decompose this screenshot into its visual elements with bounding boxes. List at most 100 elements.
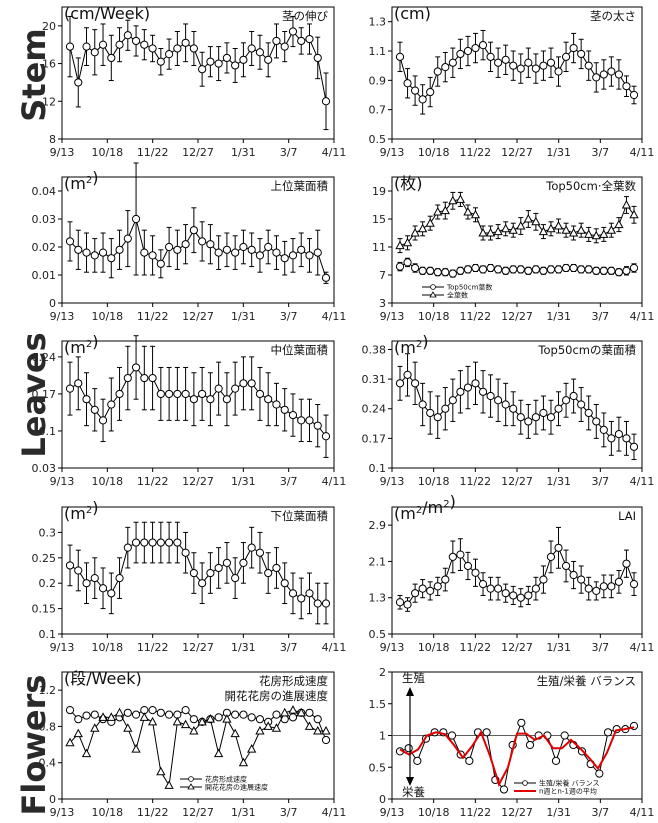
chart-leaf_count-ytick-label: 7 <box>379 269 386 282</box>
chart-upper_leaf_area-series-0-line <box>69 217 327 278</box>
chart-top50_leaf_area-series-0-point <box>516 413 525 422</box>
chart-lower_leaf_area-series-0-point <box>140 538 149 547</box>
chart-leaf_count-series-0-point <box>531 265 540 274</box>
chart-leaf_count-series-1-point <box>629 209 639 219</box>
chart-middle_leaf_area-series-0-point <box>231 384 240 393</box>
chart-middle_leaf_area-series-0-point <box>198 389 207 399</box>
chart-lower_leaf_area-series-0-point <box>123 543 132 552</box>
chart-flower_rate-series-0-point <box>82 711 91 720</box>
chart-lai-series-0-point <box>456 550 465 559</box>
chart-upper_leaf_area-xtick-label: 1/31 <box>231 310 256 323</box>
chart-leaf_count-frame <box>391 176 643 304</box>
chart-lai-series-0-point <box>441 575 450 584</box>
chart-flower_rate-series-1-point <box>222 714 232 723</box>
chart-leaf_count-series-1-point <box>440 205 450 215</box>
chart-lower_leaf_area-series-0-point <box>173 538 182 547</box>
chart-leaf_count-series-0-point <box>494 265 503 274</box>
chart-flower_rate-series-0-point <box>164 710 174 719</box>
chart-top50_leaf_area-series-0-point <box>494 396 503 405</box>
chart-lower_leaf_area-series-0-point <box>280 579 289 588</box>
chart-upper_leaf_area-series-0-point <box>264 242 273 252</box>
chart-balance-ytick-label: 0 <box>379 793 386 806</box>
chart-lai-series-0-point <box>592 586 601 596</box>
chart-flower_rate-series-1-point <box>238 757 249 767</box>
chart-upper_leaf_area-ytick-label: 0.04 <box>32 185 57 198</box>
chart-upper_leaf_area-xtick-label: 3/7 <box>280 310 298 323</box>
chart-top50_leaf_area-ytick-label: 0.17 <box>362 432 387 445</box>
chart-leaf_count-series-1-point <box>606 225 616 234</box>
chart-lai-unit: (m2/m2) <box>394 492 456 523</box>
chart-top50_leaf_area-series-0-line <box>399 374 635 448</box>
chart-stem_growth-series-0-point <box>115 40 124 49</box>
chart-middle_leaf_area-series-0-point <box>313 421 322 430</box>
chart-flower_rate-series-1-point <box>131 744 141 753</box>
chart-stem_growth-title: 茎の伸び <box>282 9 328 23</box>
chart-middle_leaf_area-series-0-point <box>115 389 124 399</box>
chart-lai-series-0-point <box>486 584 495 593</box>
chart-lai-ytick-label: 0.5 <box>369 628 387 641</box>
chart-lai-series-0-point <box>478 580 488 589</box>
chart-balance-xtick-label: 11/22 <box>459 806 491 819</box>
chart-stem_growth-series-0-point <box>255 48 265 57</box>
chart-upper_leaf_area-series-0-point <box>131 214 141 224</box>
chart-middle_leaf_area-title: 中位葉面積 <box>271 343 329 357</box>
chart-balance-series-0-point <box>525 740 535 750</box>
chart-middle_leaf_area-series-0-point <box>214 384 223 393</box>
chart-flower_rate-series-1-point <box>65 737 75 747</box>
chart-top50_leaf_area-series-0-point <box>584 408 593 418</box>
chart-flower_rate-series-1-point <box>147 716 158 726</box>
chart-lower_leaf_area-xtick-label: 10/18 <box>91 641 123 654</box>
chart-stem_growth-series-0-point <box>107 53 116 63</box>
chart-top50_leaf_area-series-0-point <box>561 396 571 405</box>
chart-stem_diameter-series-0-point <box>395 52 405 61</box>
chart-balance-series-0-point <box>560 731 569 740</box>
chart-leaf_count-xtick-label: 1/31 <box>546 310 571 323</box>
chart-lai-frame <box>391 506 643 635</box>
chart-stem_growth-series-0-point <box>156 57 165 66</box>
chart-flower_rate-series-1-point <box>123 723 133 732</box>
chart-lai-xtick-label: 12/27 <box>501 641 533 654</box>
chart-leaf_count-series-0-point <box>441 268 450 277</box>
chart-lai-series-0-point <box>403 600 412 609</box>
chart-top50_leaf_area-series-0-point <box>629 442 639 451</box>
chart-stem_growth-series-0-point <box>148 44 157 53</box>
chart-stem_diameter-series-0-point <box>622 82 631 91</box>
chart-lai-series-0-point <box>471 568 480 577</box>
chart-flower_rate-series-0-point <box>131 710 141 719</box>
chart-stem_diameter-series-0-point <box>531 64 540 73</box>
chart-leaf_count-series-0-point <box>471 263 480 273</box>
chart-flower_rate-series-1-point <box>313 725 323 735</box>
chart-stem_diameter-series-0-point <box>629 90 639 100</box>
chart-top50_leaf_area-series-0-point <box>426 408 435 418</box>
chart-leaf_count-series-0-point <box>410 263 420 273</box>
chart-leaf_count-ytick-label: 11 <box>372 241 386 254</box>
chart-lai-series-0-point <box>448 552 457 561</box>
chart-balance-double-arrow-head-up <box>406 687 414 696</box>
chart-balance-xtick-label: 1/31 <box>546 806 571 819</box>
chart-stem_diameter-ytick-label: 1.3 <box>369 16 387 29</box>
chart-leaf_count-series-1-point <box>425 218 435 227</box>
chart-stem_diameter-xtick-label: 11/22 <box>459 146 491 159</box>
chart-upper_leaf_area-series-0-point <box>198 237 207 246</box>
chart-flower_rate-series-1-point <box>247 744 257 753</box>
chart-balance-xtick-label: 10/18 <box>418 806 450 819</box>
chart-lai-series-0-point <box>577 575 586 584</box>
chart-lower_leaf_area-xtick-label: 3/7 <box>280 641 298 654</box>
chart-stem_diameter-series-0-point <box>494 58 503 67</box>
chart-leaf_count-series-0-point <box>569 263 578 273</box>
chart-stem_diameter-xtick-label: 12/27 <box>501 146 533 159</box>
chart-stem_growth-series-0-point <box>222 53 232 63</box>
chart-leaf_count-xtick-label: 3/7 <box>591 310 609 323</box>
chart-balance-ytick-label: 1 <box>379 730 386 743</box>
chart-upper_leaf_area-xtick-label: 12/27 <box>182 310 214 323</box>
chart-lower_leaf_area-series-0-point <box>82 579 91 588</box>
chart-lai-series-0-point <box>509 591 518 600</box>
chart-flower_rate-legend-label: 開花花房の進展速度 <box>205 783 268 792</box>
chart-top50_leaf_area-xtick-label: 3/7 <box>591 475 609 488</box>
chart-balance-series-0-point <box>465 756 474 766</box>
chart-top50_leaf_area-series-0-point <box>614 430 624 439</box>
chart-flower_rate-series-1-point <box>288 705 298 714</box>
chart-leaf_count-series-0-point <box>629 263 639 273</box>
chart-balance-legend-label: 生殖/栄養 バランス <box>539 779 599 788</box>
